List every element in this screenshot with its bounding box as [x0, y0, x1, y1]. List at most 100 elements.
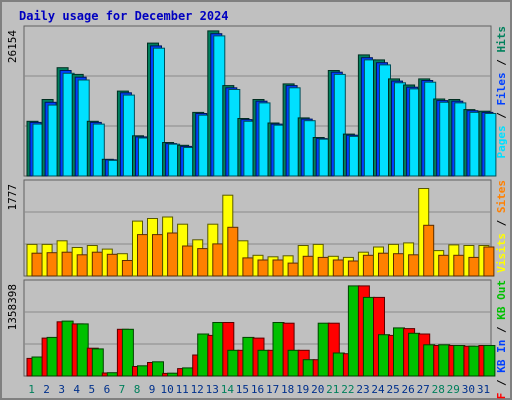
day-label: 14 — [221, 383, 235, 396]
visits-bar-sites — [378, 252, 389, 277]
day-label: 28 — [432, 383, 445, 396]
visits-bar-sites — [423, 224, 435, 277]
visits-bar-sites — [137, 234, 148, 277]
kb-bar-kb-out — [91, 348, 104, 377]
day-label: 4 — [73, 383, 80, 396]
day-label: 22 — [341, 383, 354, 396]
kb-panel-max-value: 1358398 — [6, 284, 19, 330]
visits-bar-sites — [347, 260, 359, 277]
legend-entry: Visits — [495, 233, 508, 273]
day-label: 10 — [160, 383, 173, 396]
visits-bar-sites — [242, 257, 254, 277]
hits-panel-legend: Pages / Files / Hits — [495, 26, 508, 159]
kb-bar-kb-out — [483, 345, 496, 377]
day-label: 9 — [149, 383, 156, 396]
day-label: 30 — [462, 383, 475, 396]
day-label: 2 — [43, 383, 50, 396]
day-label: 17 — [266, 383, 279, 396]
kb-bar-kb-out — [61, 320, 74, 377]
hits-panel — [23, 25, 497, 177]
legend-entry: Files — [495, 72, 508, 105]
visits-bar-sites — [453, 254, 465, 277]
visits-panel-max-value: 1777 — [6, 184, 19, 211]
kb-bar-kb-out — [76, 323, 89, 377]
day-label: 31 — [477, 383, 490, 396]
kb-bar-kb-out — [212, 322, 225, 377]
visits-bar-sites — [257, 259, 269, 277]
kb-bar-kb-out — [468, 345, 481, 377]
visits-bar-sites — [332, 259, 344, 277]
kb-bar-kb-out — [423, 344, 436, 377]
day-label: 23 — [356, 383, 369, 396]
kb-bar-kb-out — [227, 349, 240, 377]
day-label: 27 — [417, 383, 430, 396]
visits-bar-sites — [106, 253, 118, 277]
kb-bar-kb-out — [287, 349, 300, 377]
day-label: 15 — [236, 383, 249, 396]
hits-bar-pages — [153, 47, 165, 177]
legend-entry: KB In — [495, 340, 508, 373]
kb-bar-kb-out — [393, 327, 405, 377]
day-label: 19 — [296, 383, 309, 396]
day-label: 8 — [134, 383, 141, 396]
hits-bar-pages — [92, 123, 105, 177]
kb-bar-kb-out — [152, 361, 164, 377]
kb-bar-kb-out — [106, 372, 119, 377]
kb-bar-kb-out — [438, 344, 451, 377]
kb-bar-kb-out — [167, 372, 180, 377]
kb-bar-kb-out — [378, 334, 390, 377]
day-label: 25 — [386, 383, 399, 396]
chart-title: Daily usage for December 2024 — [19, 9, 229, 23]
visits-bar-sites — [468, 256, 480, 277]
hits-panel-max-value: 26154 — [6, 30, 19, 63]
visits-bar-sites — [393, 253, 404, 277]
legend-entry: Sites — [495, 180, 508, 213]
visits-bar-sites — [483, 246, 495, 277]
day-label: 29 — [447, 383, 460, 396]
legend-entry: / — [495, 213, 508, 233]
visits-bar-sites — [212, 243, 224, 277]
kb-panel — [23, 279, 496, 377]
day-label: 7 — [119, 383, 126, 396]
visits-bar-sites — [76, 254, 88, 277]
kb-bar-kb-out — [362, 296, 375, 377]
legend-entry: KB F — [495, 393, 508, 400]
visits-bar-sites — [227, 226, 239, 277]
legend-entry: / — [495, 106, 508, 126]
visits-bar-sites — [46, 252, 58, 277]
kb-bar-kb-out — [332, 352, 345, 377]
day-label: 1 — [28, 383, 35, 396]
kb-bar-kb-out — [242, 336, 255, 377]
kb-bar-kb-out — [302, 359, 315, 377]
day-label: 5 — [88, 383, 95, 396]
kb-bar-kb-out — [272, 322, 285, 377]
visits-bar-sites — [408, 254, 420, 277]
day-label: 20 — [311, 383, 324, 396]
visits-bar-sites — [121, 260, 133, 277]
visits-bar-sites — [302, 255, 314, 277]
visits-bar-sites — [438, 254, 450, 277]
kb-bar-kb-out — [31, 356, 44, 377]
legend-entry: Hits — [495, 26, 508, 53]
day-label: 13 — [206, 383, 219, 396]
legend-entry: / — [495, 53, 508, 73]
visits-bar-sites — [91, 251, 103, 277]
day-label: 21 — [326, 383, 339, 396]
hits-bar-pages — [333, 73, 346, 177]
day-label: 3 — [58, 383, 65, 396]
kb-bar-kb-out — [137, 365, 149, 377]
legend-entry: / — [495, 373, 508, 393]
day-label: 26 — [401, 383, 414, 396]
day-label: 24 — [371, 383, 385, 396]
visits-panel — [23, 179, 495, 277]
kb-bar-kb-out — [408, 332, 421, 377]
kb-bar-kb-out — [182, 367, 195, 377]
day-label: 12 — [191, 383, 204, 396]
kb-panel-legend: KB F / KB In / KB Out — [495, 280, 508, 400]
legend-entry: KB Out — [495, 280, 508, 320]
day-label: 11 — [176, 383, 189, 396]
kb-bar-kb-out — [347, 285, 360, 377]
legend-entry: Pages — [495, 125, 508, 158]
